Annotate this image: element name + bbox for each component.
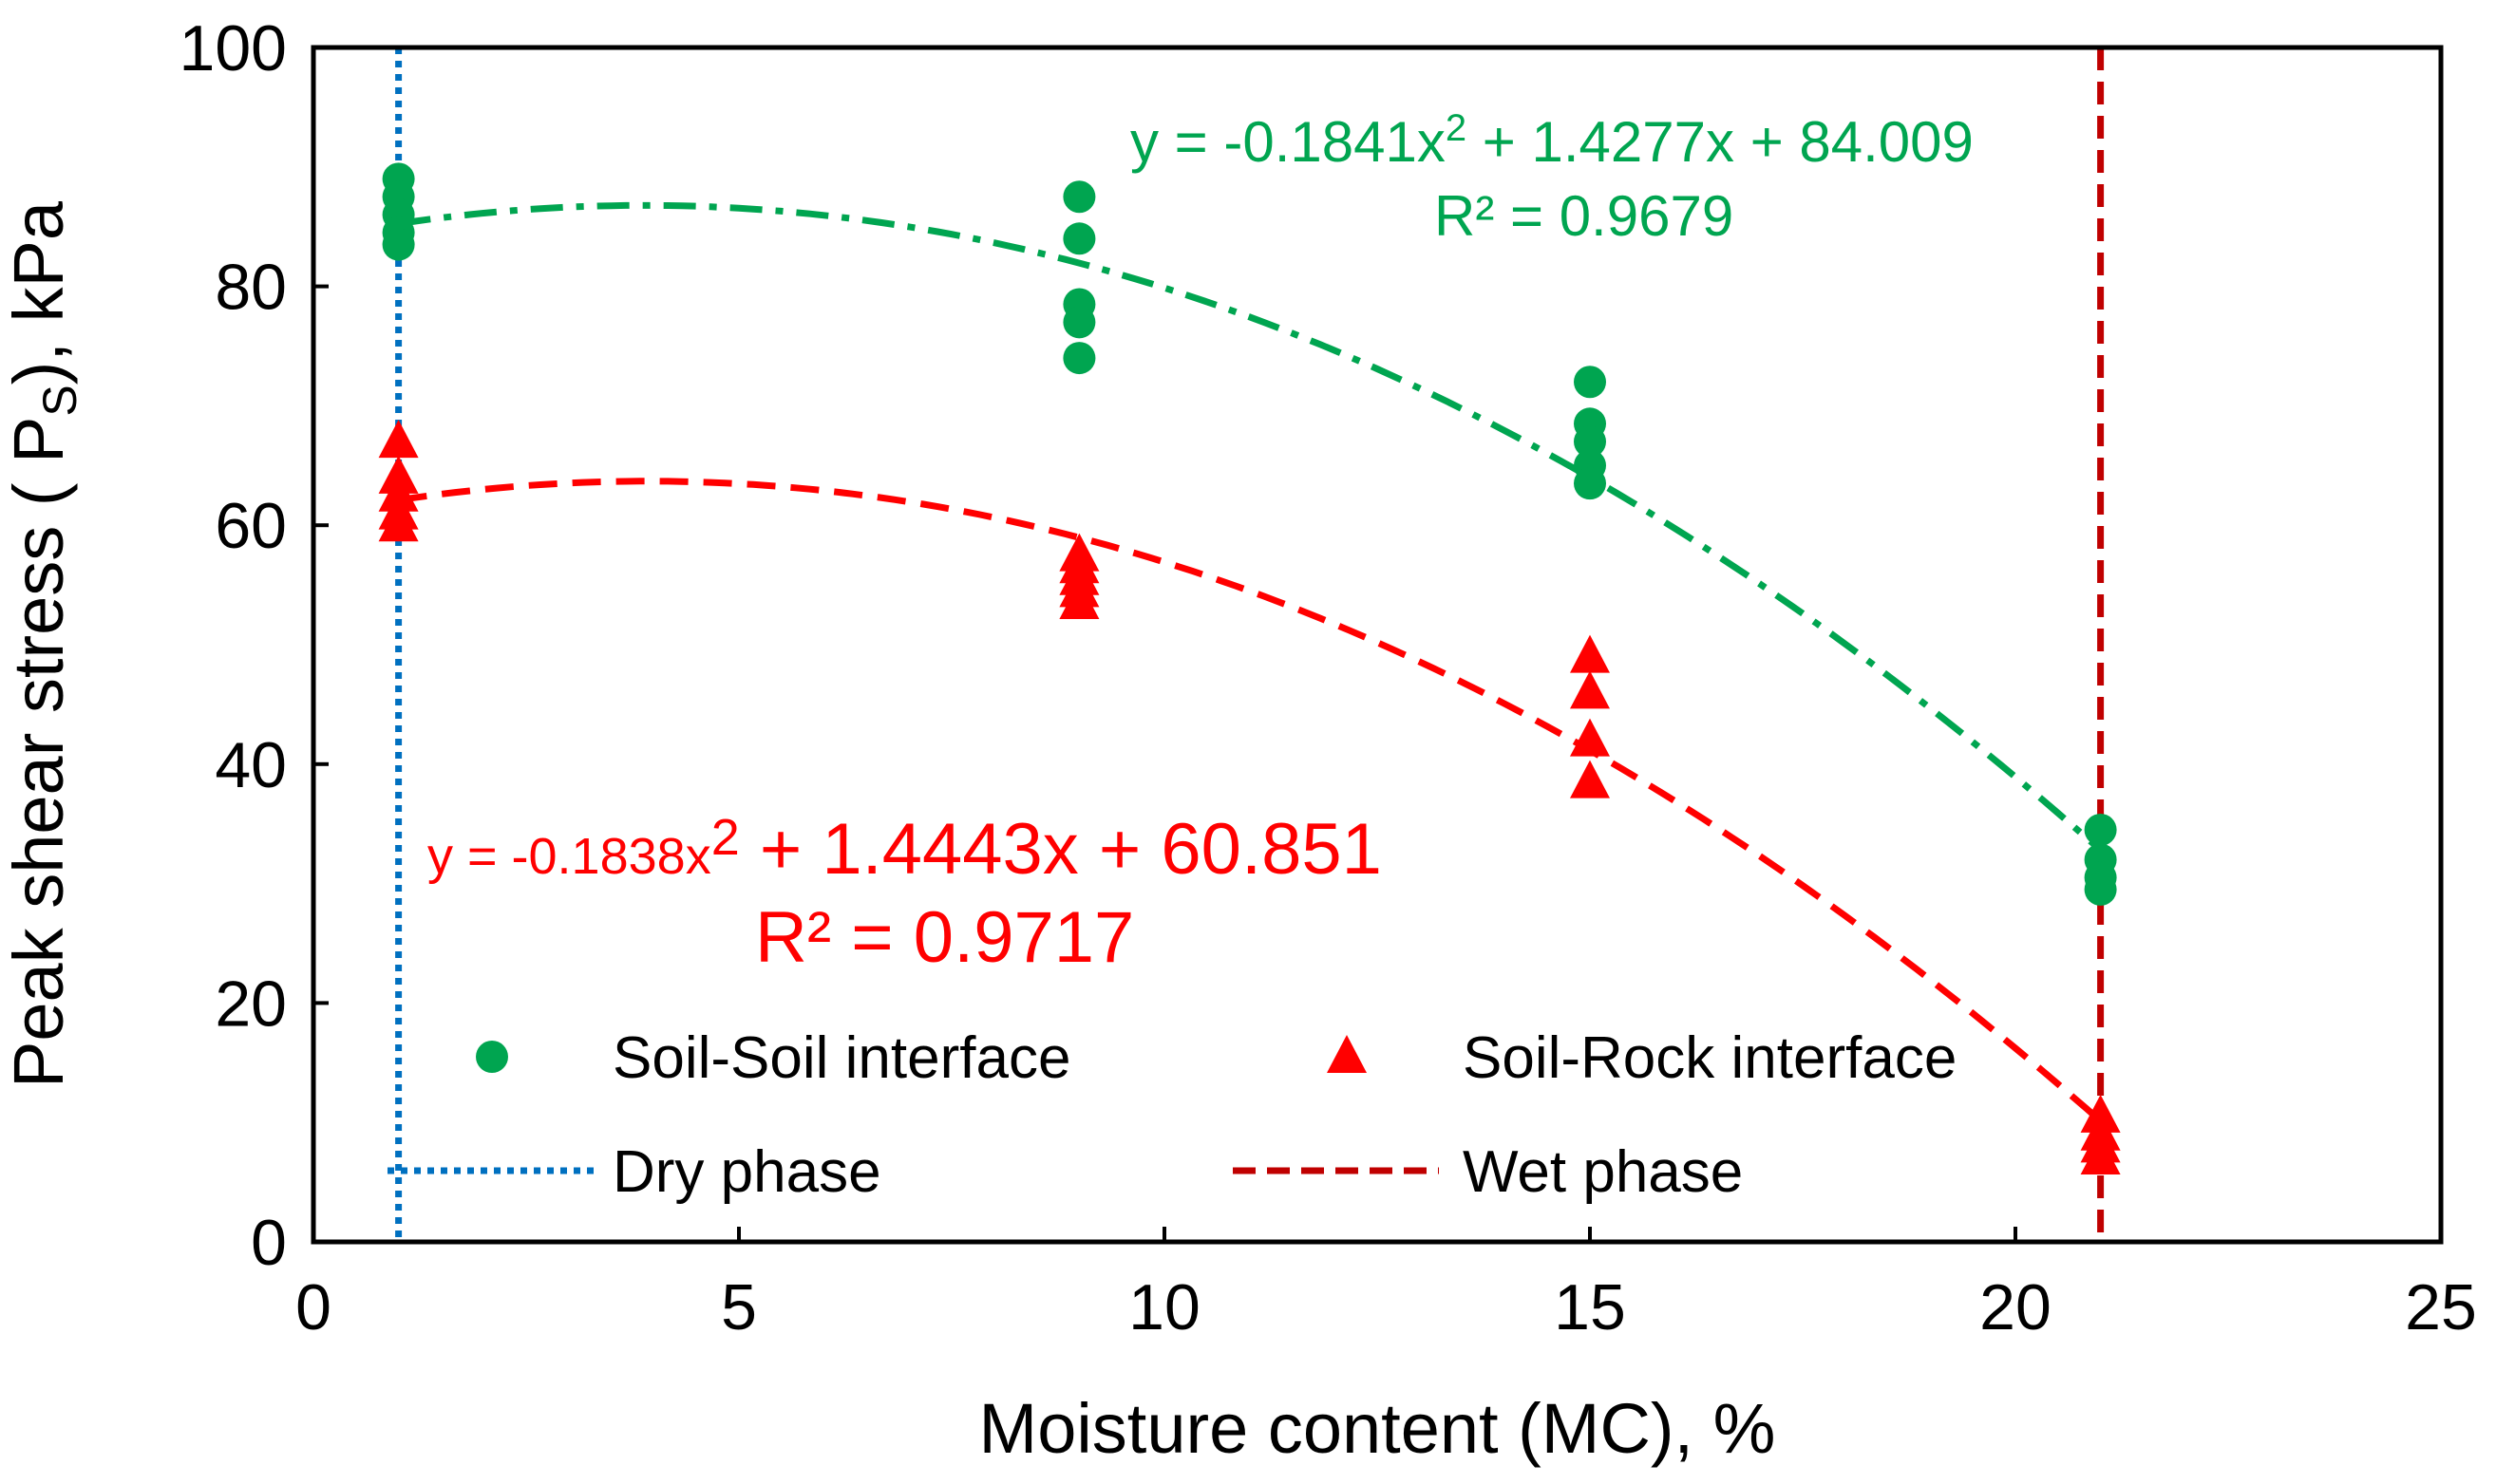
- y-tick-label: 60: [215, 490, 287, 562]
- x-tick-label: 25: [2405, 1271, 2477, 1343]
- y-tick-label: 0: [251, 1207, 287, 1279]
- legend-triangle-marker: [1327, 1035, 1367, 1073]
- x-axis-ticks: 0 5 10 15 20 25: [295, 1227, 2477, 1343]
- soil-rock-point: [1570, 670, 1610, 709]
- soil-rock-r2: R² = 0.9717: [755, 897, 1134, 978]
- soil-rock-point: [1570, 718, 1610, 757]
- x-tick-label: 0: [295, 1271, 331, 1343]
- soil-soil-r2: R² = 0.9679: [1434, 184, 1733, 248]
- y-tick-label: 80: [215, 252, 287, 324]
- x-tick-label: 10: [1128, 1271, 1201, 1343]
- soil-soil-point: [1574, 425, 1606, 459]
- soil-soil-point: [1063, 342, 1096, 375]
- y-tick-label: 20: [215, 967, 287, 1040]
- legend-circle-marker: [476, 1041, 508, 1073]
- y-tick-label: 40: [215, 729, 287, 801]
- soil-rock-equation: y = -0.1838x2 + 1.4443x + 60.851: [427, 809, 1382, 890]
- soil-soil-point: [2084, 873, 2117, 906]
- y-axis-ticks: 0 20 40 60 80 100: [180, 12, 329, 1279]
- soil-soil-trendline: [398, 201, 2103, 853]
- x-axis-label: Moisture content (MC), %: [979, 1389, 1776, 1468]
- y-tick-label: 100: [180, 12, 287, 85]
- soil-rock-point: [1570, 634, 1610, 673]
- y-axis-label: Peak shear stress ( PS), kPa: [0, 200, 86, 1088]
- soil-rock-trendline: [398, 478, 2103, 1124]
- soil-soil-point: [1063, 306, 1096, 339]
- x-tick-label: 20: [1979, 1271, 2052, 1343]
- soil-rock-point: [378, 503, 419, 542]
- soil-soil-point: [1063, 222, 1096, 255]
- soil-soil-point: [1574, 366, 1606, 399]
- legend-soil-rock-label: Soil-Rock interface: [1463, 1025, 1957, 1091]
- soil-soil-point: [2084, 813, 2117, 846]
- legend-dry-phase-label: Dry phase: [613, 1139, 881, 1205]
- soil-soil-point: [382, 228, 415, 261]
- soil-rock-point: [1059, 580, 1100, 619]
- x-tick-label: 5: [721, 1271, 757, 1343]
- soil-soil-points: [382, 162, 2117, 906]
- soil-rock-point: [2080, 1136, 2121, 1174]
- legend: Soil-Soil interface Soil-Rock interface …: [388, 1025, 1957, 1205]
- x-tick-label: 15: [1554, 1271, 1626, 1343]
- soil-rock-point: [1570, 760, 1610, 798]
- soil-soil-equation: y = -0.1841x2 + 1.4277x + 84.009: [1130, 107, 1974, 174]
- soil-rock-point: [378, 420, 419, 459]
- legend-wet-phase-label: Wet phase: [1463, 1139, 1743, 1205]
- soil-soil-point: [1574, 467, 1606, 500]
- legend-soil-soil-label: Soil-Soil interface: [613, 1025, 1070, 1091]
- soil-soil-point: [1063, 180, 1096, 214]
- soil-rock-points: [378, 420, 2121, 1174]
- plot-area-frame: [311, 45, 2444, 1245]
